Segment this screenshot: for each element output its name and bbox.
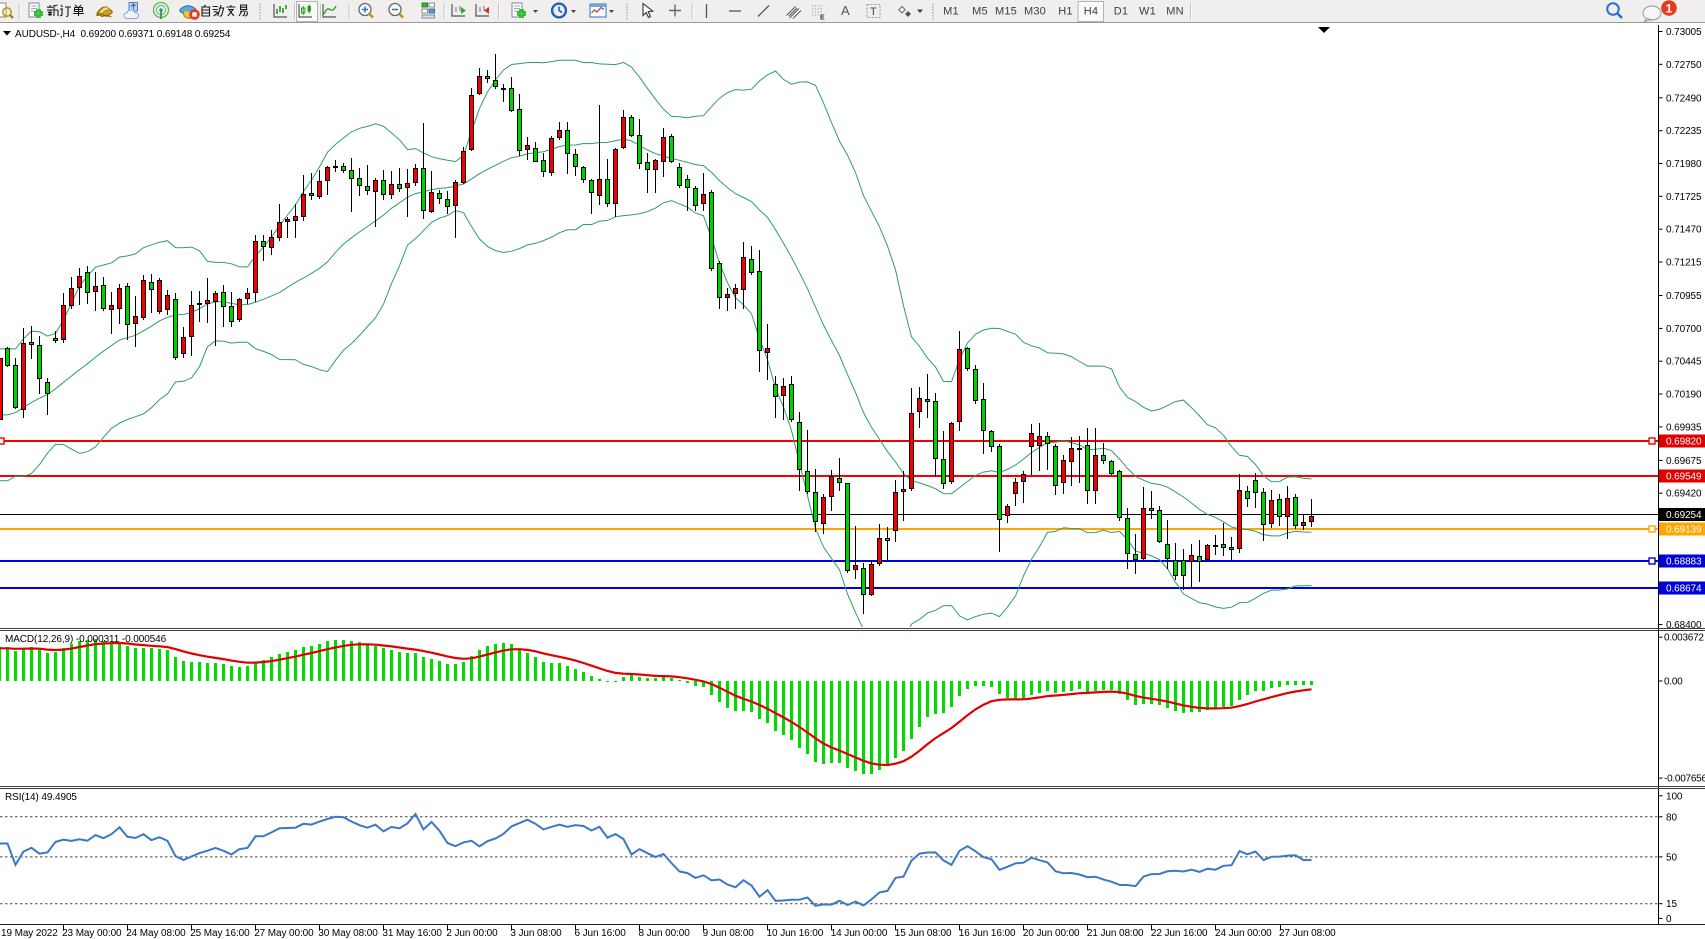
svg-text:0: 0 xyxy=(1666,914,1672,925)
svg-text:80: 80 xyxy=(1666,812,1677,823)
svg-text:0.71725: 0.71725 xyxy=(1666,192,1702,203)
svg-text:0.70445: 0.70445 xyxy=(1666,357,1702,368)
svg-text:0.70955: 0.70955 xyxy=(1666,291,1702,302)
svg-text:0.73005: 0.73005 xyxy=(1666,27,1702,38)
svg-text:0.72235: 0.72235 xyxy=(1666,126,1702,137)
svg-text:1: 1 xyxy=(1666,2,1673,16)
svg-text:6 Jun 16:00: 6 Jun 16:00 xyxy=(575,928,627,939)
svg-text:M30: M30 xyxy=(1024,6,1046,18)
svg-text:3 Jun 08:00: 3 Jun 08:00 xyxy=(510,928,562,939)
svg-text:0.68400: 0.68400 xyxy=(1666,620,1702,631)
svg-text:15 Jun 08:00: 15 Jun 08:00 xyxy=(895,928,952,939)
svg-text:9 Jun 08:00: 9 Jun 08:00 xyxy=(703,928,755,939)
svg-text:0.69675: 0.69675 xyxy=(1666,456,1702,467)
svg-text:H4: H4 xyxy=(1084,6,1098,18)
svg-text:30 May 08:00: 30 May 08:00 xyxy=(318,928,378,939)
svg-text:0.69820: 0.69820 xyxy=(1666,437,1702,448)
svg-text:H1: H1 xyxy=(1058,6,1072,18)
svg-text:0.003672: 0.003672 xyxy=(1664,633,1704,644)
svg-text:100: 100 xyxy=(1666,791,1683,802)
svg-text:19 May 2022: 19 May 2022 xyxy=(1,928,58,939)
svg-text:0.71980: 0.71980 xyxy=(1666,159,1702,170)
svg-text:20 Jun 00:00: 20 Jun 00:00 xyxy=(1023,928,1080,939)
svg-text:22 Jun 16:00: 22 Jun 16:00 xyxy=(1151,928,1208,939)
svg-text:D1: D1 xyxy=(1114,6,1128,18)
svg-text:2 Jun 00:00: 2 Jun 00:00 xyxy=(446,928,498,939)
svg-text:0.72490: 0.72490 xyxy=(1666,93,1702,104)
svg-text:14 Jun 00:00: 14 Jun 00:00 xyxy=(831,928,888,939)
svg-text:21 Jun 08:00: 21 Jun 08:00 xyxy=(1087,928,1144,939)
svg-text:10 Jun 16:00: 10 Jun 16:00 xyxy=(767,928,824,939)
svg-text:0.69139: 0.69139 xyxy=(1666,525,1702,536)
svg-text:0.68883: 0.68883 xyxy=(1666,557,1702,568)
svg-text:31 May 16:00: 31 May 16:00 xyxy=(382,928,442,939)
svg-text:M1: M1 xyxy=(943,6,959,18)
svg-text:MACD(12,26,9) -0.000311 -0.000: MACD(12,26,9) -0.000311 -0.000546 xyxy=(5,634,167,645)
svg-text:16 Jun 16:00: 16 Jun 16:00 xyxy=(959,928,1016,939)
svg-text:50: 50 xyxy=(1666,852,1677,863)
svg-text:24 May 08:00: 24 May 08:00 xyxy=(126,928,186,939)
svg-text:0.69254: 0.69254 xyxy=(1666,510,1702,521)
svg-text:RSI(14) 49.4905: RSI(14) 49.4905 xyxy=(5,792,77,803)
svg-text:0.69549: 0.69549 xyxy=(1666,472,1702,483)
svg-text:15: 15 xyxy=(1666,899,1677,910)
svg-text:24 Jun 00:00: 24 Jun 00:00 xyxy=(1215,928,1272,939)
svg-text:0.69935: 0.69935 xyxy=(1666,422,1702,433)
svg-text:M15: M15 xyxy=(995,6,1017,18)
svg-text:T: T xyxy=(870,6,877,18)
svg-text:23 May 00:00: 23 May 00:00 xyxy=(62,928,122,939)
svg-text:M5: M5 xyxy=(972,6,988,18)
svg-text:0.71470: 0.71470 xyxy=(1666,225,1702,236)
svg-text:-0.007656: -0.007656 xyxy=(1664,774,1705,785)
svg-text:27 May 00:00: 27 May 00:00 xyxy=(254,928,314,939)
svg-text:8 Jun 00:00: 8 Jun 00:00 xyxy=(639,928,691,939)
svg-text:0.72750: 0.72750 xyxy=(1666,60,1702,71)
svg-text:0.70700: 0.70700 xyxy=(1666,324,1702,335)
svg-text:0.00: 0.00 xyxy=(1664,677,1683,688)
svg-text:W1: W1 xyxy=(1139,6,1156,18)
svg-text:AUDUSD-,H4 0.69200 0.69371 0.: AUDUSD-,H4 0.69200 0.69371 0.69148 0.692… xyxy=(15,29,231,40)
svg-text:0.69420: 0.69420 xyxy=(1666,489,1702,500)
svg-text:0.68674: 0.68674 xyxy=(1666,584,1702,595)
svg-text:0.70190: 0.70190 xyxy=(1666,390,1702,401)
svg-text:E: E xyxy=(820,15,825,22)
svg-text:25 May 16:00: 25 May 16:00 xyxy=(190,928,250,939)
svg-text:0.71215: 0.71215 xyxy=(1666,258,1702,269)
svg-text:27 Jun 08:00: 27 Jun 08:00 xyxy=(1279,928,1336,939)
svg-text:MN: MN xyxy=(1166,6,1184,18)
svg-text:A: A xyxy=(841,3,850,18)
